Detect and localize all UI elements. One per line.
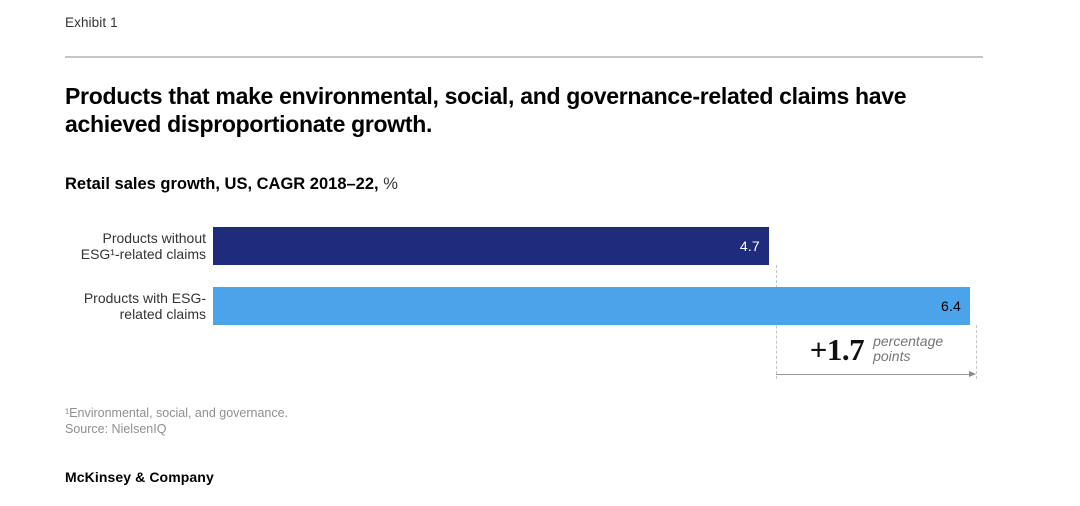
delta-value: +1.7 — [809, 331, 865, 367]
footnote-source: Source: NielsenIQ — [65, 422, 167, 437]
header-divider-line — [65, 56, 983, 58]
bar-without-esg: 4.7 — [213, 227, 769, 266]
footnote-definition: ¹Environmental, social, and governance. — [65, 406, 289, 421]
delta-arrow-head-icon — [969, 371, 976, 378]
delta-arrow-line — [775, 374, 970, 376]
delta-unit-line2: points — [873, 348, 911, 365]
delta-unit-line1: percentage — [873, 332, 944, 349]
dashed-guide-line-right — [976, 325, 977, 380]
exhibit-content: Exhibit 1 Products that make environment… — [65, 0, 983, 485]
bar-row-with-esg: Products with ESG-related claims 6.4 — [65, 287, 977, 326]
brand-wordmark: McKinsey & Company — [65, 468, 214, 485]
bar-track: 6.4 — [213, 287, 970, 326]
bar-row-without-esg: Products without ESG¹-related claims 4.7 — [65, 227, 977, 266]
bar-chart: +1.7 percentage points Products without … — [65, 227, 977, 380]
bar-with-esg: 6.4 — [213, 287, 970, 326]
exhibit-number-label: Exhibit 1 — [65, 15, 118, 30]
bar-value-label: 6.4 — [940, 298, 961, 315]
chart-subtitle-unit: % — [383, 175, 398, 194]
footnotes: ¹Environmental, social, and governance. … — [65, 405, 983, 438]
chart-subtitle-metric: Retail sales growth, US, CAGR 2018–22, — [65, 175, 379, 194]
delta-unit: percentage points — [873, 332, 944, 365]
exhibit-title: Products that make environmental, social… — [65, 83, 907, 137]
bar-category-label: Products with ESG-related claims — [83, 289, 206, 323]
chart-subtitle: Retail sales growth, US, CAGR 2018–22, % — [65, 175, 983, 194]
delta-annotation: +1.7 percentage points — [776, 327, 977, 371]
bar-value-label: 4.7 — [739, 238, 760, 255]
bar-track: 4.7 — [213, 227, 970, 266]
bar-category-label: Products without ESG¹-related claims — [80, 229, 206, 263]
